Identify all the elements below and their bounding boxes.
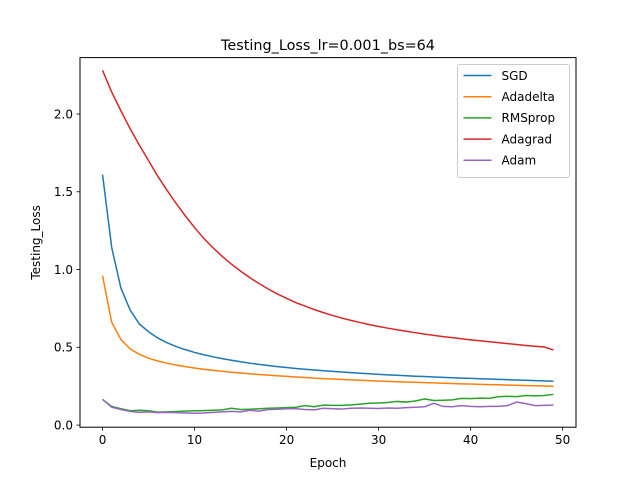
series-line-rmsprop — [102, 393, 554, 413]
y-tick-label: 1.0 — [54, 263, 73, 277]
legend-box — [457, 64, 570, 178]
x-tick-label: 0 — [99, 433, 107, 447]
series-line-adadelta — [101, 275, 554, 387]
x-axis-label: Epoch — [310, 456, 347, 470]
legend-label: Adagrad — [502, 132, 553, 146]
series-line-adam — [102, 398, 554, 415]
x-tick-label: 20 — [279, 433, 294, 447]
series-layer — [101, 70, 554, 415]
legend-label: Adam — [502, 154, 537, 168]
x-tick-label: 40 — [463, 433, 478, 447]
ticks-layer: 0 10 20 30 40 50 0.0 0.5 1.0 1.5 2.0 — [54, 107, 570, 447]
chart-title: Testing_Loss_lr=0.001_bs=64 — [220, 38, 435, 54]
legend: SGD Adadelta RMSprop Adagrad Adam — [457, 64, 570, 178]
legend-label: Adadelta — [502, 90, 555, 104]
series-line-sgd — [101, 174, 554, 382]
legend-label: SGD — [502, 69, 528, 83]
y-tick-label: 0.0 — [54, 418, 73, 432]
y-axis-label: Testing_Loss — [29, 205, 43, 281]
y-tick-label: 0.5 — [54, 341, 73, 355]
series-line-adagrad — [101, 70, 554, 351]
y-tick-label: 2.0 — [54, 107, 73, 121]
x-tick-label: 30 — [371, 433, 386, 447]
y-tick-label: 1.5 — [54, 185, 73, 199]
x-tick-label: 50 — [555, 433, 570, 447]
plot-area-frame — [79, 57, 577, 428]
legend-label: RMSprop — [502, 111, 556, 125]
x-tick-label: 10 — [187, 433, 202, 447]
